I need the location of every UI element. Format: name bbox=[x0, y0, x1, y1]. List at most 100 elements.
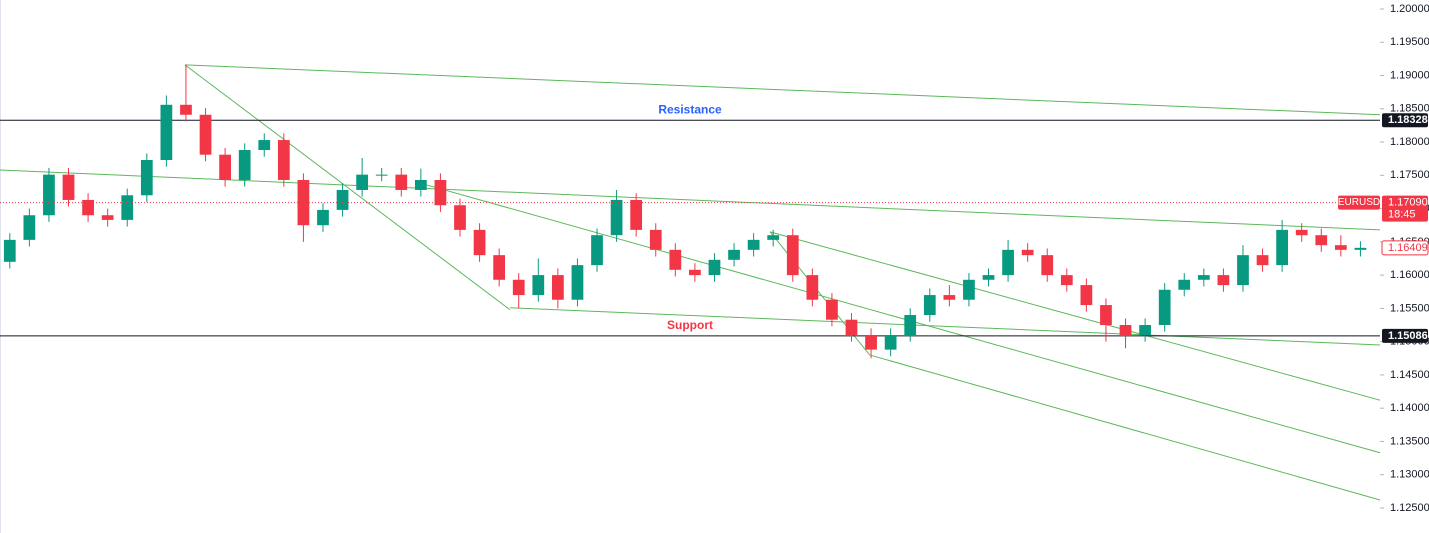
candle-body bbox=[199, 114, 212, 155]
trendline bbox=[420, 182, 1381, 454]
y-tick-label: 1.18000 bbox=[1390, 136, 1429, 148]
y-tick-label: 1.12500 bbox=[1390, 502, 1429, 514]
trendline bbox=[509, 307, 1381, 346]
current-price-label: 1.16409 bbox=[1388, 242, 1428, 254]
candle-body bbox=[884, 334, 897, 350]
candle-body bbox=[375, 174, 388, 176]
candle-body bbox=[219, 154, 231, 180]
candle-body bbox=[1002, 249, 1014, 276]
candle-body bbox=[512, 279, 525, 296]
candle-body bbox=[82, 199, 94, 216]
candle-body bbox=[923, 295, 936, 316]
candle-body bbox=[826, 299, 838, 320]
candle-body bbox=[649, 229, 662, 250]
candle-body bbox=[140, 160, 153, 196]
level-tag-label: 1.18328 bbox=[1388, 114, 1428, 126]
candle-body bbox=[493, 255, 506, 280]
level-tag-label: 1.15086 bbox=[1388, 330, 1428, 342]
candle-body bbox=[1354, 247, 1367, 250]
countdown-label: 18:45 bbox=[1388, 209, 1416, 221]
candle-body bbox=[1237, 255, 1249, 286]
candle-body bbox=[786, 235, 799, 276]
candle-body bbox=[1217, 275, 1230, 286]
y-tick-label: 1.19000 bbox=[1390, 69, 1429, 81]
candle-body bbox=[1041, 255, 1054, 276]
candle-body bbox=[336, 189, 349, 210]
candle-body bbox=[865, 334, 877, 350]
plot-area: Resistance Support bbox=[0, 64, 1381, 501]
candle-body bbox=[943, 295, 956, 300]
candle-body bbox=[1119, 325, 1132, 335]
candle-body bbox=[473, 229, 486, 256]
trendline bbox=[184, 64, 1381, 116]
candle-body bbox=[1178, 279, 1191, 290]
candle-body bbox=[277, 140, 290, 180]
symbol-label: EURUSD bbox=[1338, 197, 1380, 208]
y-tick-label: 1.20000 bbox=[1390, 3, 1429, 15]
candle-body bbox=[689, 269, 701, 276]
candle-body bbox=[904, 315, 917, 335]
candle-body bbox=[669, 249, 682, 270]
candle-body bbox=[3, 239, 16, 262]
trendline bbox=[184, 64, 511, 311]
candle-body bbox=[434, 179, 447, 206]
candle-body bbox=[43, 174, 55, 216]
candle-body bbox=[747, 239, 760, 250]
candle-body bbox=[552, 275, 564, 300]
last-price-label: 1.17090 bbox=[1388, 197, 1428, 209]
candle-body bbox=[121, 195, 134, 220]
candle-body bbox=[1080, 285, 1093, 306]
candle-body bbox=[1100, 305, 1112, 326]
candle-body bbox=[258, 140, 271, 151]
y-tick-label: 1.15500 bbox=[1390, 302, 1429, 314]
level-tag bbox=[1382, 328, 1428, 343]
candle-body bbox=[238, 150, 251, 180]
candle-body bbox=[356, 174, 368, 190]
last-price-tag bbox=[1382, 195, 1428, 222]
y-tick-label: 1.13000 bbox=[1390, 469, 1429, 481]
candle-body bbox=[454, 205, 466, 230]
candle-body bbox=[1295, 229, 1308, 236]
candle-body bbox=[845, 319, 858, 335]
current-price-tag bbox=[1381, 240, 1429, 256]
candle-body bbox=[23, 215, 36, 240]
candle-body bbox=[767, 235, 780, 240]
candle-body bbox=[1276, 229, 1288, 266]
candle-body bbox=[62, 174, 75, 200]
candle-body bbox=[1139, 325, 1151, 335]
candle-body bbox=[1334, 245, 1347, 250]
candle-body bbox=[101, 215, 114, 220]
candle-body bbox=[1197, 275, 1210, 280]
candle-body bbox=[1021, 249, 1034, 256]
candle-body bbox=[806, 275, 819, 300]
candle-body bbox=[1060, 275, 1073, 286]
candle-body bbox=[728, 249, 740, 260]
candle-body bbox=[982, 275, 995, 280]
y-tick-label: 1.16000 bbox=[1390, 269, 1429, 281]
candle-body bbox=[708, 259, 721, 276]
price-axis: 1.12500 1.13000 1.13500 1.14000 1.14500 1.150… bbox=[1338, 3, 1429, 514]
trendline bbox=[769, 231, 1381, 401]
candle-body bbox=[630, 199, 643, 230]
y-tick-label: 1.18500 bbox=[1390, 103, 1429, 115]
candle-body bbox=[395, 174, 408, 190]
y-tick-label: 1.13500 bbox=[1390, 435, 1429, 447]
level-name: Support bbox=[667, 318, 713, 332]
candle-body bbox=[180, 104, 192, 115]
level-name: Resistance bbox=[658, 102, 722, 116]
candle-body bbox=[963, 279, 975, 300]
y-tick-label: 1.14000 bbox=[1390, 402, 1429, 414]
level-tag bbox=[1382, 113, 1428, 128]
trendline bbox=[869, 354, 1381, 501]
y-tick-label: 1.17500 bbox=[1390, 169, 1429, 181]
candle-body bbox=[160, 104, 173, 161]
candle-body bbox=[571, 265, 584, 300]
y-tick-label: 1.19500 bbox=[1390, 36, 1429, 48]
candle-body bbox=[1158, 289, 1171, 326]
candle-body bbox=[1256, 255, 1269, 266]
candle-body bbox=[414, 179, 427, 190]
candle-body bbox=[317, 209, 329, 226]
candle-body bbox=[591, 235, 603, 266]
candle-body bbox=[610, 199, 623, 236]
